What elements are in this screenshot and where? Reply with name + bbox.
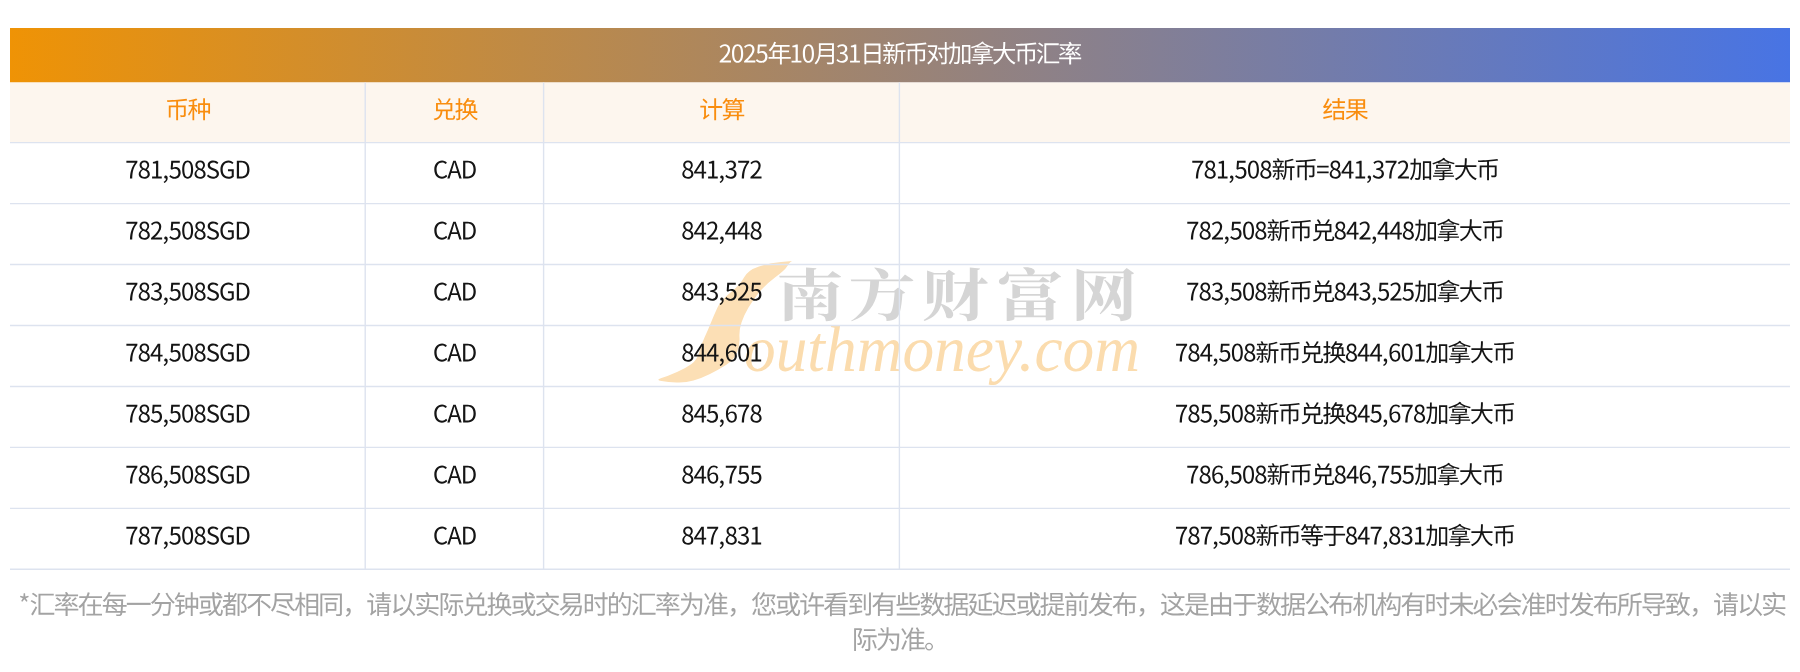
svg-text:outhmoney.com: outhmoney.com bbox=[744, 313, 1140, 385]
